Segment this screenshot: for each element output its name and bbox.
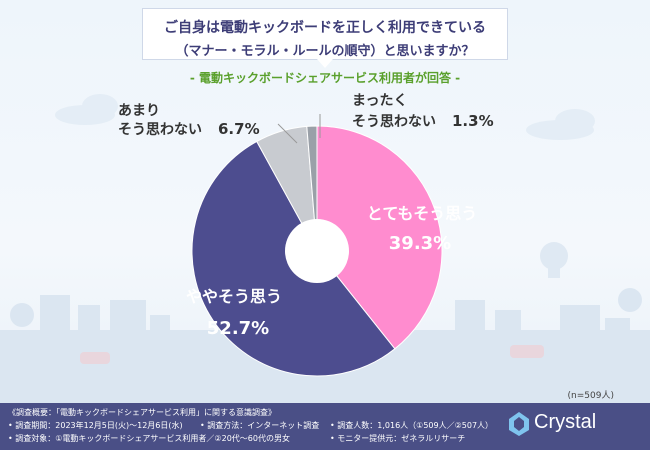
crystal-logo-icon (509, 412, 529, 436)
respondent-subtitle: - 電動キックボードシェアサービス利用者が回答 - (189, 71, 461, 85)
pie-chart: とてもそう思う 39.3% ややそう思う 52.7% あまり そう思わない 6.… (118, 93, 494, 377)
question-line-2: （マナー・モラル・ルールの順守）と思いますか？ (175, 44, 475, 59)
slice-label-2-value: 6.7% (218, 120, 260, 138)
bulb-icon (540, 242, 568, 278)
footer-survey-period: • 調査期間：2023年12月5日(火)〜12月6日(水) (8, 421, 183, 430)
slice-label-0-value: 39.3% (389, 233, 451, 254)
footer-survey-method: • 調査方法：インターネット調査 (200, 421, 320, 430)
slice-label-1-value: 52.7% (207, 318, 269, 339)
sample-size-label: (n=509人) (567, 391, 614, 401)
question-line-1: ご自身は電動キックボードを正しく利用できている (164, 20, 486, 36)
question-box: ご自身は電動キックボードを正しく利用できている （マナー・モラル・ルールの順守）… (142, 8, 508, 60)
slice-label-0-name: とてもそう思う (367, 204, 477, 223)
leader-line-slice-2 (277, 123, 298, 144)
pie-slice-0 (316, 125, 443, 350)
slice-label-1-name: ややそう思う (186, 287, 282, 306)
slice-label-3-name-l2: そう思わない (352, 114, 436, 130)
slice-label-2-name-l1: あまり (118, 103, 160, 119)
car-icon (80, 345, 544, 364)
question-box-tail (317, 59, 333, 68)
footer-survey-count: • 調査人数：1,016人（①509人／②507人） (330, 421, 494, 430)
footer-survey-target: • 調査対象：①電動キックボードシェアサービス利用者／②20代〜60代の男女 (8, 434, 290, 443)
cloud-icon (55, 94, 595, 140)
brand-name: Crystal (534, 411, 597, 433)
slice-label-2-name-l2: そう思わない (118, 122, 202, 138)
footer-survey-title: 《調査概要：「電動キックボードシェアサービス利用」に関する意識調査》 (8, 408, 276, 417)
donut-hole (285, 219, 349, 283)
slice-label-3-name-l1: まったく (352, 93, 407, 109)
slice-label-3-value: 1.3% (452, 112, 494, 130)
footer-monitor-provider: • モニター提供元：ゼネラルリサーチ (330, 434, 466, 443)
survey-footer: 《調査概要：「電動キックボードシェアサービス利用」に関する意識調査》 • 調査期… (0, 403, 650, 450)
